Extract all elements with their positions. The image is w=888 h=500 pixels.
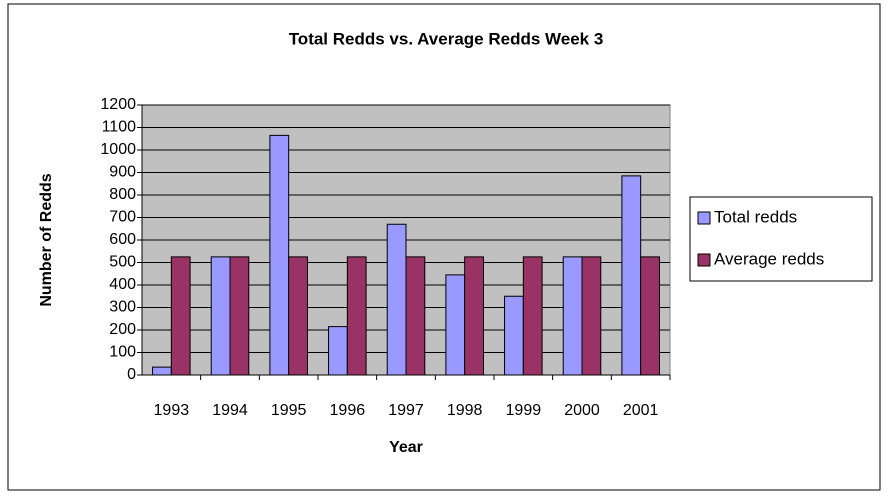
legend-swatch — [697, 211, 711, 225]
bar — [445, 274, 466, 376]
y-tick-label: 1200 — [100, 96, 136, 113]
y-tick-label: 500 — [109, 254, 136, 271]
y-tick-label: 800 — [109, 186, 136, 203]
x-tick-label: 1994 — [212, 402, 248, 419]
bar — [504, 295, 524, 376]
bar — [621, 175, 642, 376]
legend-box — [689, 196, 873, 282]
x-axis-title: Year — [389, 439, 423, 456]
y-tick-label: 200 — [109, 321, 136, 338]
chart-title: Total Redds vs. Average Redds Week 3 — [289, 29, 604, 48]
bar — [581, 256, 602, 376]
bar — [640, 256, 660, 376]
bar — [346, 256, 367, 376]
y-tick-label: 100 — [109, 344, 136, 361]
bar — [288, 256, 308, 376]
x-tick-label: 1996 — [330, 402, 366, 419]
x-tick-label: 1993 — [154, 402, 190, 419]
y-tick-label: 1100 — [102, 119, 137, 136]
bar — [386, 223, 407, 376]
bar — [405, 256, 426, 376]
bar — [229, 256, 250, 376]
x-tick-label: 2001 — [623, 402, 659, 419]
y-axis-title: Number of Redds — [38, 173, 55, 306]
bar — [562, 256, 583, 376]
x-tick-label: 2000 — [564, 402, 600, 419]
legend-label: Total redds — [714, 207, 797, 226]
bar — [269, 134, 290, 376]
y-tick-label: 700 — [109, 209, 136, 226]
y-tick-label: 300 — [109, 299, 136, 316]
bar — [328, 326, 348, 376]
y-tick-label: 900 — [109, 164, 136, 181]
bar — [210, 256, 231, 376]
x-tick-label: 1995 — [271, 402, 307, 419]
legend-swatch — [697, 253, 711, 267]
x-tick-label: 1997 — [388, 402, 424, 419]
y-tick-label: 400 — [109, 276, 136, 293]
bar — [464, 256, 484, 376]
x-tick-label: 1998 — [447, 402, 483, 419]
bar — [152, 366, 172, 376]
y-tick-label: 600 — [109, 231, 136, 248]
x-tick-label: 1999 — [506, 402, 542, 419]
bar — [170, 256, 191, 376]
y-tick-label: 1000 — [100, 141, 136, 158]
legend-label: Average redds — [714, 249, 824, 268]
y-tick-label: 0 — [127, 366, 136, 383]
bar — [522, 256, 543, 376]
